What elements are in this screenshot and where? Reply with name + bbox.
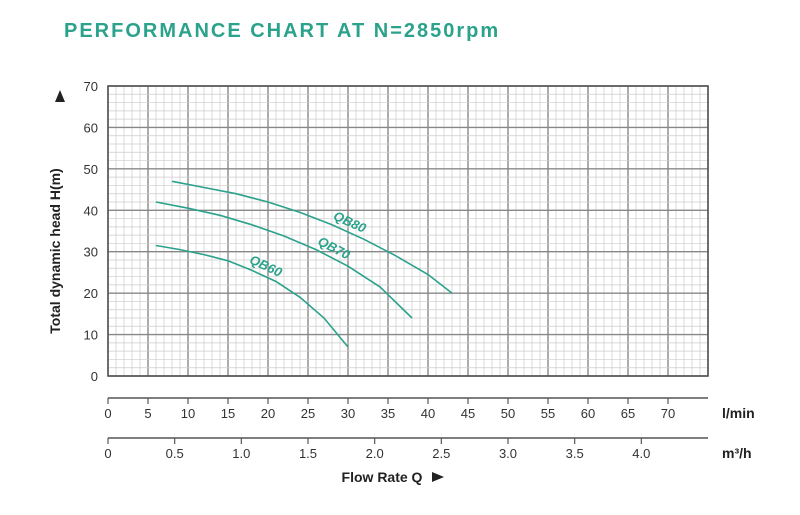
x1-tick-label: 40 [421, 406, 435, 421]
x1-tick-label: 35 [381, 406, 395, 421]
x1-tick-label: 15 [221, 406, 235, 421]
y-axis-label: Total dynamic head H(m) [47, 168, 63, 333]
y-tick-label: 40 [84, 203, 98, 218]
x1-tick-label: 10 [181, 406, 195, 421]
y-tick-label: 60 [84, 120, 98, 135]
x1-tick-label: 20 [261, 406, 275, 421]
x2-tick-label: 3.0 [499, 446, 517, 461]
x2-tick-label: 3.5 [566, 446, 584, 461]
x1-tick-label: 60 [581, 406, 595, 421]
x1-tick-label: 25 [301, 406, 315, 421]
y-tick-label: 70 [84, 79, 98, 94]
y-tick-label: 20 [84, 286, 98, 301]
x1-tick-label: 55 [541, 406, 555, 421]
x2-tick-label: 0.5 [166, 446, 184, 461]
x2-tick-label: 2.5 [432, 446, 450, 461]
y-tick-label: 50 [84, 162, 98, 177]
x1-tick-label: 65 [621, 406, 635, 421]
y-tick-label: 30 [84, 245, 98, 260]
x2-tick-label: 2.0 [366, 446, 384, 461]
x-axis-label: Flow Rate Q [342, 469, 423, 485]
x2-unit: m³/h [722, 445, 752, 461]
y-tick-label: 0 [91, 369, 98, 384]
chart-container: { "title": {"text":"PERFORMANCE CHART AT… [0, 0, 800, 515]
x1-unit: l/min [722, 405, 755, 421]
curve-label-QB80: QB80 [331, 208, 369, 236]
x2-tick-label: 1.5 [299, 446, 317, 461]
x2-tick-label: 1.0 [232, 446, 250, 461]
y-axis-arrow-icon [55, 90, 65, 102]
performance-chart: 010203040506070Total dynamic head H(m)05… [0, 0, 800, 515]
x1-tick-label: 0 [104, 406, 111, 421]
curve-label-QB60: QB60 [247, 252, 285, 280]
y-tick-label: 10 [84, 328, 98, 343]
x1-tick-label: 30 [341, 406, 355, 421]
x1-tick-label: 45 [461, 406, 475, 421]
x2-tick-label: 4.0 [632, 446, 650, 461]
x-axis-arrow-icon [432, 472, 444, 482]
x2-tick-label: 0 [104, 446, 111, 461]
x1-tick-label: 70 [661, 406, 675, 421]
x1-tick-label: 50 [501, 406, 515, 421]
x1-tick-label: 5 [144, 406, 151, 421]
